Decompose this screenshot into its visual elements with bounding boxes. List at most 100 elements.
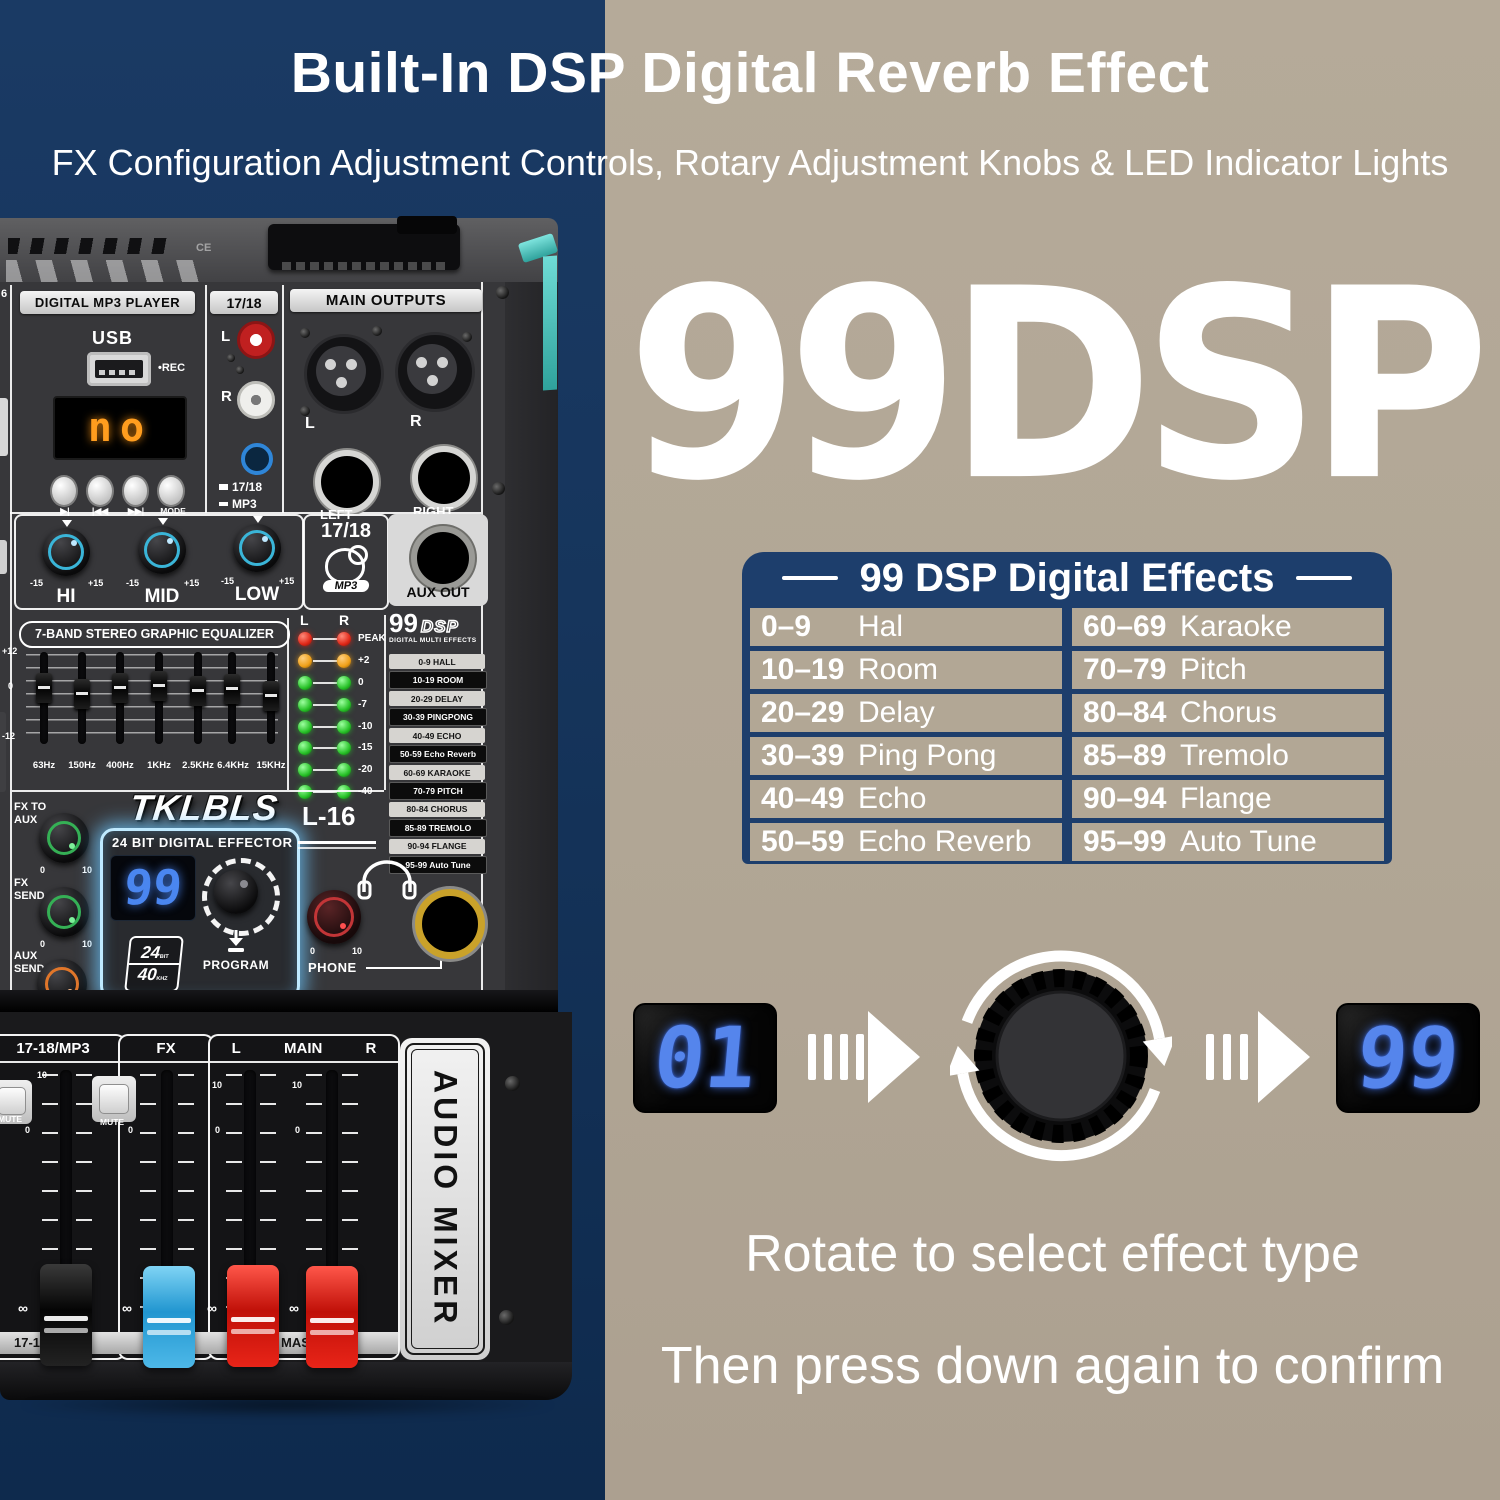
geq-slider-cap[interactable] [190,676,206,706]
switch-position-1718: 17/18 [219,480,262,494]
rca-jack-left[interactable] [237,321,275,359]
socket-print [282,262,450,270]
effect-name: Karaoke [1180,610,1292,643]
dsp-badge: 99 DSP DIGITAL MULTI EFFECTS [389,610,485,644]
audio-mixer-text: AUDIO MIXER [427,1070,464,1328]
aux-out-jack[interactable] [411,526,475,590]
previous-button[interactable] [85,475,114,507]
mp3-led-display: no [53,396,187,460]
mp3-player-title-plate: DIGITAL MP3 PLAYER [20,291,195,314]
low-knob[interactable] [233,524,281,572]
fader-ticks [342,1074,358,1314]
speed-lines-left [808,1034,864,1080]
next-label: ▶▶| [127,506,145,516]
ce-mark: CE [196,242,212,254]
main-r-fader-cap[interactable] [306,1266,358,1368]
usb-port[interactable] [87,352,151,386]
fader-inf: ∞ [289,1300,299,1316]
send-max: 10 [82,865,93,875]
power-switch[interactable] [397,216,457,234]
fader-ticks [42,1074,58,1314]
rotary-select-knob[interactable] [950,945,1172,1167]
eq-max: +15 [88,578,104,588]
fader-zero: 0 [295,1125,301,1135]
mid-label: MID [144,586,180,607]
table-row: 30–39 Ping Pong [750,737,1062,775]
main-right-jack[interactable] [412,446,476,510]
mute-button-fx[interactable] [92,1076,136,1122]
dsp-effect-item: 90-94 FLANGE [389,838,485,855]
header-dash-right [1296,576,1353,580]
fx-send-knob[interactable] [39,887,89,937]
geq-freq: 400Hz [106,760,134,771]
geq-slider-cap[interactable] [36,673,52,703]
dsp-effect-item: 70-79 PITCH [389,782,487,800]
geq-slider-cap[interactable] [263,681,279,711]
geq-slider-cap[interactable] [151,671,167,701]
transport-buttons [50,475,185,507]
caption-rotate: Rotate to select effect type [745,1225,1360,1283]
mixer-top-edge: CE [0,216,559,288]
page-title: Built-In DSP Digital Reverb Effect [290,41,1210,105]
mp3-display-value: no [87,405,153,451]
screw [462,332,472,342]
geq-freq: 15KHz [256,760,286,771]
play-pause-label: ▶| [60,506,70,516]
xlr-right[interactable] [395,332,475,412]
rotate-arrowhead-bottom [950,1045,980,1077]
main-left-jack[interactable] [315,450,379,514]
effect-range: 80–84 [1083,696,1167,729]
next-button[interactable] [121,475,150,507]
dsp-effect-item: 60-69 KARAOKE [389,764,485,781]
xlr-left[interactable] [304,334,384,414]
eq-min: -15 [30,578,44,588]
main-r-label: R [410,413,422,430]
section-divider [205,285,207,513]
effect-range: 50–59 [761,825,845,858]
geq-slider-cap[interactable] [74,679,90,709]
knob-marker [158,518,168,525]
header-dash-left [781,576,838,580]
effect-number-display-end: 99 [1336,1003,1480,1113]
effect-name: Room [858,653,939,686]
table-row: 60–69 Karaoke [1072,608,1384,646]
switch-position-mp3: MP3 [219,497,257,511]
geq-slider-cap[interactable] [224,674,240,704]
fx-fader-cap[interactable] [143,1266,195,1368]
audio-mixer-badge: AUDIO MIXER [400,1038,490,1360]
rca-left-label: L [221,328,231,345]
mp3-box-title: 17/18 [320,520,372,542]
phone-jack[interactable] [415,889,485,959]
channel-fader-cap[interactable] [40,1264,92,1366]
phone-knob[interactable] [307,890,361,944]
effect-name: Echo [858,782,927,815]
send-max: 10 [82,939,93,949]
rca-jack-right[interactable] [237,381,275,419]
table-row: 40–49 Echo [750,780,1062,818]
geq-slider-cap[interactable] [112,673,128,703]
meter-r-label: R [339,612,350,628]
mixer-shadow [15,1392,560,1418]
rotate-arrow-top [961,950,1165,1040]
aux-out-box: AUX OUT [388,514,488,606]
speed-lines-right [1206,1034,1248,1080]
play-pause-button[interactable] [50,475,78,507]
aux-35mm-jack[interactable] [241,443,273,475]
effect-number-display-start: 01 [633,1003,777,1113]
low-label: LOW [234,584,280,605]
effect-name: Echo Reverb [858,825,1032,858]
dsp-effects-grid: 0–9 Hal 60–69 Karaoke 10–19 Room 70–79 Pitch… [750,608,1384,861]
effect-name: Delay [858,696,935,729]
hi-knob[interactable] [42,528,90,576]
mode-button[interactable] [157,475,185,507]
hero-99dsp-text: 99DSP [626,233,1490,539]
mid-knob[interactable] [138,526,186,574]
mute-button-ch[interactable] [0,1080,32,1124]
phone-pointer-line [366,967,442,969]
program-knob[interactable] [214,870,258,914]
main-l-fader-cap[interactable] [227,1265,279,1367]
fx-to-aux-knob[interactable] [39,813,89,863]
teal-side-strip [543,255,557,391]
table-row: 90–94 Flange [1072,780,1384,818]
effect-range: 0–9 [761,610,812,643]
